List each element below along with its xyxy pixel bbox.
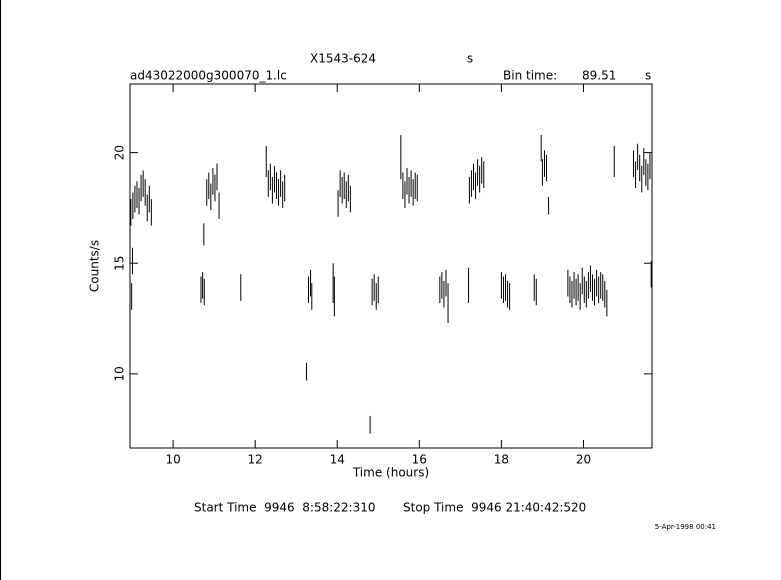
y-tick-label: 10 [113,366,127,381]
bin-time-label: Bin time: [503,69,557,83]
bin-time-unit: s [645,69,651,83]
chart-title: X1543-624 [310,52,376,66]
start-time: Start Time 9946 8:58:22:310 [194,501,376,515]
x-tick-label: 18 [494,453,509,467]
y-tick-label: 15 [113,256,127,271]
date-stamp: 5-Apr-1998 00:41 [655,523,716,531]
x-tick-label: 10 [165,453,180,467]
x-tick-label: 16 [412,453,427,467]
bin-time: 89.51 [582,69,616,83]
x-axis-label: Time (hours) [352,466,429,480]
y-tick-label: 20 [113,145,127,160]
plot-frame [129,83,653,449]
x-tick-label: 14 [330,453,345,467]
file-name: ad43022000g300070_1.lc [130,69,287,83]
stop-time: Stop Time 9946 21:40:42:520 [403,501,586,515]
x-tick-label: 20 [576,453,591,467]
x-tick-label: 12 [248,453,263,467]
title-unit: s [467,52,473,66]
y-axis-label: Counts/s [88,240,102,292]
